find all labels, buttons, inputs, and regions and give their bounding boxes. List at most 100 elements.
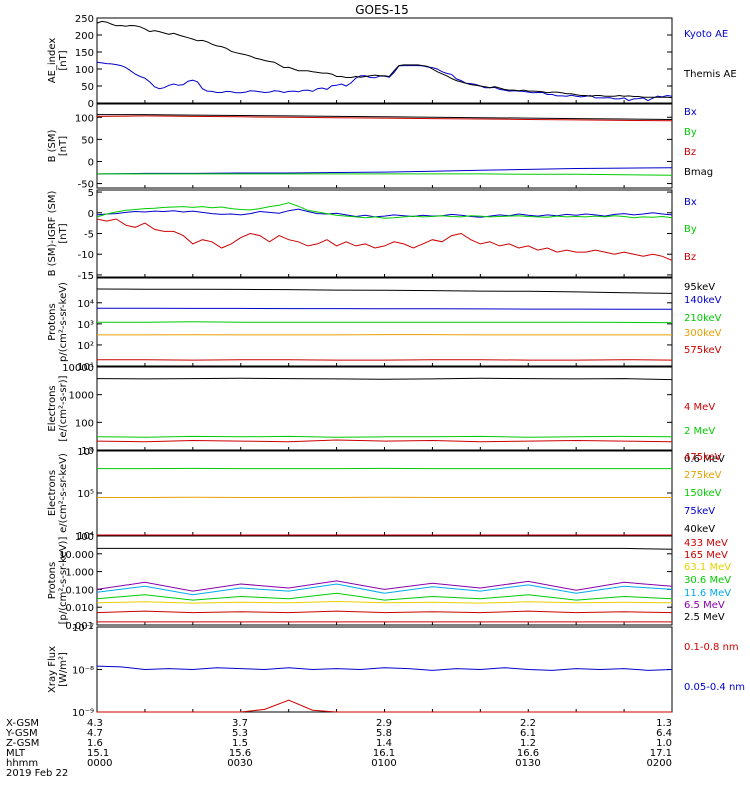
ytick-label: 1000: [69, 391, 94, 402]
ytick-label: 10⁻⁸: [72, 666, 94, 677]
ephemeris-value: 0000: [87, 758, 112, 769]
y-axis-label: [nT]: [58, 223, 69, 243]
ytick-label: 0: [88, 209, 94, 220]
y-axis-label: Protons: [47, 303, 58, 340]
series-line-by: [96, 202, 673, 219]
panel-frame: [96, 450, 673, 536]
ephemeris-row-label: hhmm: [6, 758, 38, 769]
legend-label: 40keV: [684, 524, 715, 535]
ephemeris-value: 15.1: [87, 748, 109, 759]
panel-2: -15 -10 -5 0 5 B (SM)-IGRF (SM) [nT] Bx By Bz: [47, 188, 697, 282]
ytick-label: 250: [75, 14, 94, 25]
series-line-bx: [96, 208, 673, 218]
ytick-label: 10: [81, 446, 94, 457]
series-line-2-mev: [96, 435, 673, 438]
ephemeris-value: 1.2: [520, 738, 536, 749]
legend-label: By: [684, 127, 697, 138]
ytick-label: 50: [81, 82, 94, 93]
y-axis-label: [W/m²]: [58, 652, 69, 687]
ytick-label: 0: [88, 157, 94, 168]
legend-label: Themis AE: [683, 69, 737, 80]
ytick-label: 100: [75, 65, 94, 76]
panel-frame: [96, 17, 673, 104]
series-line-63-1-mev: [96, 600, 673, 604]
ephemeris-value: 2.2: [520, 718, 536, 729]
legend-label: Kyoto AE: [684, 29, 728, 40]
y-axis-label: [nT]: [58, 136, 69, 156]
panel-5: 10⁴ 10⁵ 10⁶ Electrons e/(cm²-s-sr-keV) 475keV…: [47, 447, 722, 542]
legend-label: 210keV: [684, 313, 722, 324]
ytick-label: 150: [75, 48, 94, 59]
legend-label: Bz: [684, 147, 696, 158]
ytick-label: 0.001: [65, 621, 94, 632]
ephemeris-value: 16.6: [517, 748, 539, 759]
series-line-210kev: [97, 321, 673, 324]
legend-label: 0.1-0.8 nm: [684, 642, 739, 653]
legend-label: Bmag: [684, 167, 713, 178]
series-line-4-mev: [96, 439, 673, 443]
ephemeris-value: 0130: [515, 758, 540, 769]
panel-1: -50 0 50 100 B (SM) [nT] Bx By Bz Bmag: [47, 103, 713, 191]
ytick-label: 10²: [77, 341, 94, 352]
ytick-label: 10⁴: [77, 299, 94, 310]
ytick-label: 50: [81, 135, 94, 146]
ephemeris-value: 0200: [647, 758, 672, 769]
legend-label: 0.6 MeV: [684, 454, 725, 465]
panel-frame: [96, 189, 673, 278]
legend-label: 4 MeV: [684, 402, 715, 413]
panel-4: 10 100 1000 10000 Electrons [e/(cm²-s-sr)] 4 M…: [47, 363, 725, 465]
ytick-label: 200: [75, 31, 94, 42]
series-line-6-5-mev: [96, 580, 673, 592]
y-axis-label: [nT]: [58, 50, 69, 70]
series-line-bz: [96, 115, 673, 122]
series-line-11-6-mev: [96, 583, 673, 596]
legend-label: Bx: [684, 107, 697, 118]
legend-label: 475keV: [684, 452, 722, 463]
legend-label: 75keV: [684, 506, 715, 517]
y-axis-label: Electrons: [47, 385, 58, 431]
ytick-label: -50: [78, 180, 94, 191]
ytick-label: 0.010: [65, 603, 94, 614]
legend-label: 2.5 MeV: [684, 612, 725, 623]
legend-label: 11.6 MeV: [684, 588, 731, 599]
ytick-label: 10000: [62, 363, 94, 374]
ytick-label: 10⁻⁷: [72, 623, 94, 634]
panel-frame: [96, 535, 673, 626]
ytick-label: 100: [75, 418, 94, 429]
legend-label: 63.1 MeV: [684, 562, 731, 573]
ephemeris-value: 6.1: [520, 728, 536, 739]
ytick-label: 10⁵: [77, 489, 94, 500]
legend-label: 300keV: [684, 328, 722, 339]
panel-6: 0.001 0.010 0.100 1.000 10.000 100 Protons [p/(…: [47, 532, 731, 632]
panel-0: 0 50 100 150 200 250 AE_index [nT] Kyoto AE Themi…: [47, 14, 737, 110]
legend-label: 275keV: [684, 470, 722, 481]
series-line-themis-ae: [96, 20, 673, 99]
ytick-label: 10⁴: [77, 531, 94, 542]
ephemeris-value: 5.3: [232, 728, 248, 739]
y-axis-label: AE_index: [47, 38, 58, 84]
series-line-2-5-mev: [97, 547, 673, 550]
ephemeris-value: 15.6: [229, 748, 251, 759]
legend-label: Bz: [684, 252, 696, 263]
ytick-label: 10¹: [77, 362, 94, 373]
series-line-140kev: [97, 307, 672, 310]
series-line-0-1-0-8-nm: [97, 699, 672, 713]
legend-label: 150keV: [684, 488, 722, 499]
legend-label: 95keV: [684, 282, 715, 293]
ytick-label: 5: [88, 188, 94, 199]
ytick-label: 10⁶: [77, 447, 94, 458]
legend-label: 2 MeV: [684, 426, 715, 437]
y-axis-label: Xray Flux: [47, 646, 58, 693]
ephemeris-value: 16.1: [373, 748, 395, 759]
ytick-label: 100: [75, 532, 94, 543]
ephemeris-value: 1.6: [87, 738, 103, 749]
ytick-label: 10³: [77, 320, 94, 331]
series-line-by: [97, 173, 673, 176]
ephemeris-value: 3.7: [232, 718, 248, 729]
ephemeris-row-label: Y-GSM: [5, 728, 38, 739]
legend-label: Bx: [684, 197, 697, 208]
series-line-bmag: [97, 114, 673, 120]
ephemeris-row-label: 2019 Feb 22: [6, 768, 68, 779]
y-axis-label: Protons: [47, 562, 58, 599]
